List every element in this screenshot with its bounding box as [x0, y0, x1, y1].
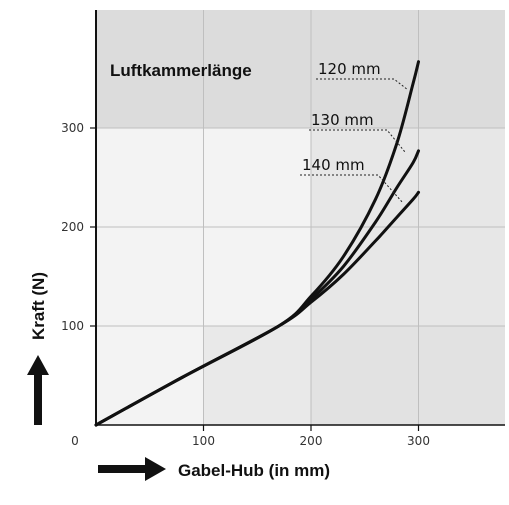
curve-label-140-mm: 140 mm — [302, 156, 365, 174]
y-tick-label-300: 300 — [61, 121, 84, 135]
x-axis-label: Gabel-Hub (in mm) — [178, 461, 330, 480]
x-axis-arrow-icon — [98, 457, 166, 481]
band-right — [311, 10, 505, 425]
x-tick-label-300: 300 — [407, 434, 430, 448]
y-tick-label-100: 100 — [61, 319, 84, 333]
curve-label-layer: 120 mm 130 mm 140 mm — [300, 60, 409, 204]
background-layer — [96, 10, 505, 425]
curve-label-130-mm: 130 mm — [311, 111, 374, 129]
axis-layer: 0 — [71, 10, 505, 448]
series-layer — [94, 60, 420, 427]
y-axis-label: Kraft (N) — [29, 272, 48, 340]
y-axis-arrow-icon — [27, 355, 49, 425]
chart-title: Luftkammerlänge — [110, 61, 252, 80]
curve-leader-120-mm — [316, 78, 409, 91]
curve-leader-140-mm — [300, 174, 404, 204]
curve-label-120-mm: 120 mm — [318, 60, 381, 78]
curve-leader-130-mm — [309, 129, 406, 153]
x-tick-label-100: 100 — [192, 434, 215, 448]
series-line-140-mm — [94, 190, 420, 427]
x-tick-label-0: 0 — [71, 434, 79, 448]
ticks-layer: 100 200 300 100 200 300 — [61, 121, 430, 448]
y-tick-label-200: 200 — [61, 220, 84, 234]
x-tick-label-200: 200 — [300, 434, 323, 448]
grid-layer — [96, 10, 505, 425]
